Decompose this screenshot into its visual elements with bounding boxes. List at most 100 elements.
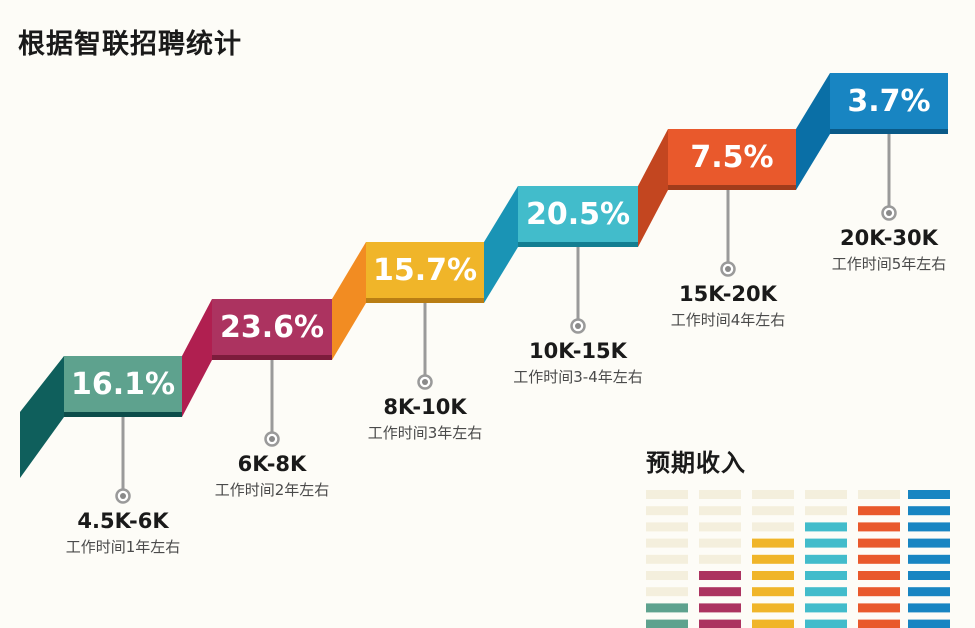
legend-cell (805, 538, 847, 548)
category-subtitle-1: 工作时间1年左右 (66, 538, 181, 556)
legend-cell (908, 538, 950, 548)
legend-cell (858, 490, 900, 499)
legend-cell (752, 554, 794, 564)
legend-cell (752, 619, 794, 628)
step-bar-2 (212, 299, 332, 355)
step-lip-3 (366, 298, 484, 303)
legend-cell (646, 506, 688, 516)
step-lip-1 (64, 412, 182, 417)
step-bar-1 (64, 356, 182, 412)
legend-title: 预期收入 (646, 449, 746, 477)
legend-cell (699, 587, 741, 597)
legend-cell (908, 554, 950, 564)
category-subtitle-4: 工作时间3-4年左右 (513, 368, 643, 386)
legend-cell (699, 538, 741, 548)
step-lip-2 (212, 355, 332, 360)
category-subtitle-5: 工作时间4年左右 (671, 311, 786, 329)
legend-cell (908, 587, 950, 597)
value-label-1: 16.1% (71, 367, 175, 402)
legend-cell (646, 554, 688, 564)
value-label-4: 20.5% (526, 197, 630, 232)
step-bar-5 (668, 129, 796, 185)
pin-dot-1 (120, 493, 126, 499)
legend-cell (699, 571, 741, 580)
legend-cell (646, 571, 688, 580)
legend-cell (858, 554, 900, 564)
legend-cell (646, 538, 688, 548)
pin-dot-5 (725, 266, 731, 272)
step-side-6 (796, 73, 830, 190)
value-label-2: 23.6% (220, 310, 324, 345)
category-subtitle-6: 工作时间5年左右 (832, 255, 947, 273)
step-lip-6 (830, 129, 948, 134)
legend-cell (752, 506, 794, 516)
legend-cell (858, 506, 900, 516)
legend-cell (805, 490, 847, 499)
category-label-6: 20K-30K (840, 226, 939, 250)
pin-dot-6 (886, 210, 892, 216)
legend-cell (699, 619, 741, 628)
legend-cell (908, 603, 950, 613)
legend-cell (752, 603, 794, 613)
step-bar-3 (366, 242, 484, 298)
legend-cell (805, 571, 847, 580)
legend-cell (752, 538, 794, 548)
legend-cell (805, 587, 847, 597)
legend-cell (805, 603, 847, 613)
pin-dot-2 (269, 436, 275, 442)
category-label-5: 15K-20K (679, 282, 778, 306)
legend-cell (646, 490, 688, 499)
legend-cell (699, 490, 741, 499)
step-side-1 (20, 356, 64, 478)
step-lip-5 (668, 185, 796, 190)
legend-cell (699, 603, 741, 613)
legend-cell (646, 619, 688, 628)
legend-cell (752, 490, 794, 499)
legend-cell (858, 603, 900, 613)
step-bar-6 (830, 73, 948, 129)
legend-cell (858, 587, 900, 597)
legend-cell (699, 522, 741, 532)
step-side-5 (638, 129, 668, 247)
category-label-4: 10K-15K (529, 339, 628, 363)
value-label-6: 3.7% (847, 84, 930, 119)
legend-cell (908, 490, 950, 499)
legend-cell (752, 522, 794, 532)
legend-cell (908, 619, 950, 628)
legend-cell (699, 554, 741, 564)
step-lip-4 (518, 242, 638, 247)
legend-cell (752, 587, 794, 597)
category-label-2: 6K-8K (238, 452, 307, 476)
step-side-2 (182, 299, 212, 417)
value-label-5: 7.5% (690, 140, 773, 175)
legend-cell (646, 603, 688, 613)
legend-cell (805, 506, 847, 516)
step-bar-4 (518, 186, 638, 242)
legend-cell (805, 554, 847, 564)
pin-dot-4 (575, 323, 581, 329)
legend-cell (908, 522, 950, 532)
legend-cell (805, 619, 847, 628)
page-title: 根据智联招聘统计 (18, 29, 242, 60)
category-label-3: 8K-10K (383, 395, 467, 419)
step-side-3 (332, 242, 366, 360)
legend-cell (858, 619, 900, 628)
legend-cell (699, 506, 741, 516)
legend-cell (858, 538, 900, 548)
category-label-1: 4.5K-6K (77, 509, 169, 533)
legend-cell (908, 571, 950, 580)
legend-cell (858, 522, 900, 532)
legend-cell (858, 571, 900, 580)
pin-dot-3 (422, 379, 428, 385)
legend-cell (646, 587, 688, 597)
category-subtitle-2: 工作时间2年左右 (215, 481, 330, 499)
legend-cell (805, 522, 847, 532)
legend-cell (646, 522, 688, 532)
category-subtitle-3: 工作时间3年左右 (368, 424, 483, 442)
legend-cell (752, 571, 794, 580)
value-label-3: 15.7% (373, 253, 477, 288)
step-side-4 (484, 186, 518, 303)
legend-cell (908, 506, 950, 516)
